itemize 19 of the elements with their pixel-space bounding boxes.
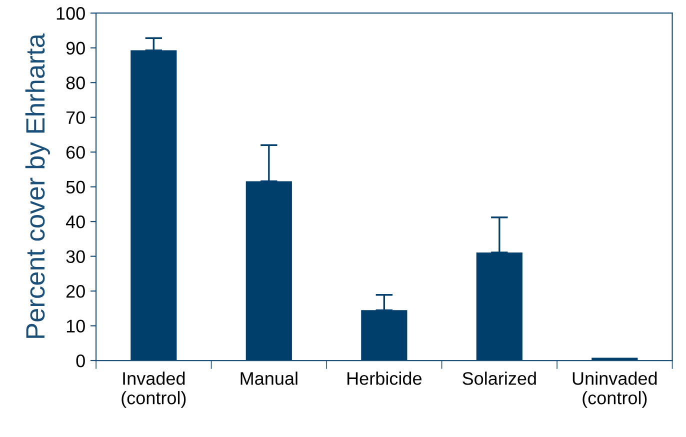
bar bbox=[476, 252, 522, 361]
y-tick-label: 50 bbox=[66, 180, 85, 194]
x-tick-label: Manual bbox=[240, 372, 298, 385]
x-tick-label: Uninvaded (control) bbox=[572, 372, 657, 408]
x-tick-label: Herbicide bbox=[348, 372, 422, 385]
y-tick-label: 80 bbox=[66, 76, 85, 90]
y-tick-label: 40 bbox=[66, 215, 85, 228]
y-tick-label: 10 bbox=[66, 320, 85, 333]
y-tick-label: 100 bbox=[56, 7, 85, 20]
y-tick-label: 90 bbox=[66, 42, 85, 55]
x-tick-label: Solarized bbox=[462, 372, 536, 385]
y-axis-title: Percent cover by Ehrharta bbox=[25, 34, 50, 338]
y-tick-label: 60 bbox=[66, 146, 85, 159]
bar bbox=[592, 358, 638, 361]
y-tick-label: 70 bbox=[66, 111, 85, 124]
y-tick-label: 0 bbox=[76, 354, 85, 368]
y-tick-label: 30 bbox=[66, 250, 85, 264]
y-tick-label: 20 bbox=[66, 284, 85, 298]
x-tick-label: Invaded (control) bbox=[122, 372, 186, 408]
